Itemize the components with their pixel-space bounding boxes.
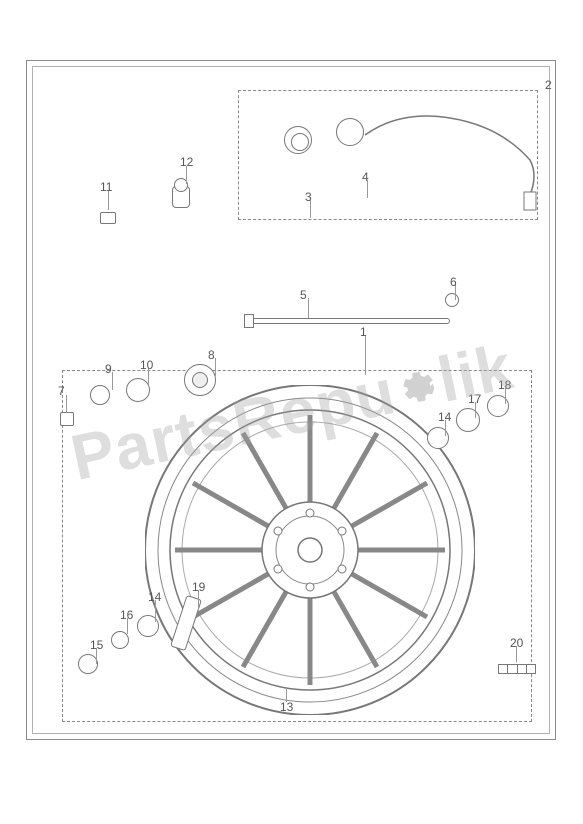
part-sensor-ring-4 bbox=[336, 118, 364, 146]
leader-line bbox=[112, 372, 113, 390]
callout-20: 20 bbox=[510, 636, 523, 650]
callout-8: 8 bbox=[208, 348, 215, 362]
axle-spindle bbox=[250, 318, 450, 324]
part-washer-17 bbox=[456, 408, 480, 432]
callout-14: 14 bbox=[438, 410, 451, 424]
callout-19: 19 bbox=[192, 580, 205, 594]
callout-14: 14 bbox=[148, 590, 161, 604]
callout-12: 12 bbox=[180, 155, 193, 169]
callout-10: 10 bbox=[140, 358, 153, 372]
callout-6: 6 bbox=[450, 275, 457, 289]
callout-7: 7 bbox=[58, 384, 65, 398]
leader-line bbox=[215, 358, 216, 376]
part-seal-15 bbox=[78, 654, 98, 674]
callout-11: 11 bbox=[100, 180, 112, 194]
callout-5: 5 bbox=[300, 288, 307, 302]
axle-head bbox=[244, 314, 254, 328]
callout-3: 3 bbox=[305, 190, 312, 204]
part-seal-8-inner bbox=[192, 372, 208, 388]
part-grommet-3-inner bbox=[291, 133, 309, 151]
part-washer-10 bbox=[126, 378, 150, 402]
front-wheel bbox=[145, 385, 475, 715]
part-clip-11 bbox=[100, 212, 116, 224]
callout-4: 4 bbox=[362, 170, 369, 184]
callout-9: 9 bbox=[105, 362, 112, 376]
leader-line bbox=[66, 395, 67, 413]
leader-line bbox=[308, 298, 309, 318]
callout-13: 13 bbox=[280, 700, 293, 714]
part-cap-7 bbox=[60, 412, 74, 426]
callout-17: 17 bbox=[468, 392, 481, 406]
callout-15: 15 bbox=[90, 638, 103, 652]
callout-2: 2 bbox=[545, 78, 552, 92]
part-washer-9 bbox=[90, 385, 110, 405]
part-nut-6 bbox=[445, 293, 459, 307]
callout-16: 16 bbox=[120, 608, 133, 622]
part-weight-strip-20 bbox=[498, 664, 536, 674]
leader-line bbox=[365, 335, 366, 375]
callout-18: 18 bbox=[498, 378, 511, 392]
callout-1: 1 bbox=[360, 325, 367, 339]
